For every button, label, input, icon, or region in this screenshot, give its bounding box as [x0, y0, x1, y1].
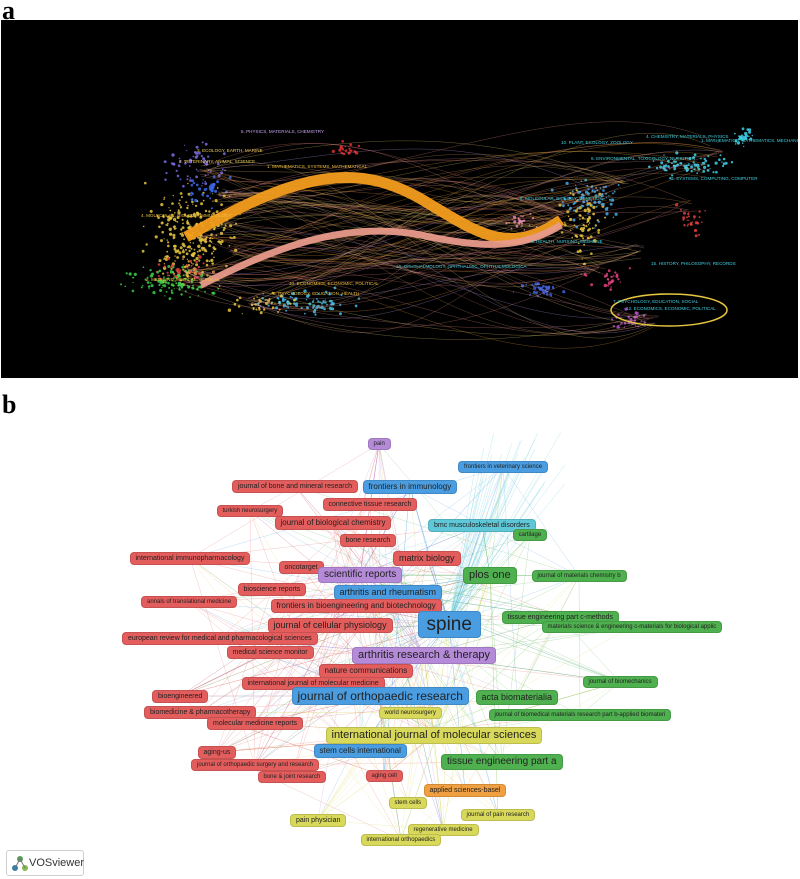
- scatter-points: [120, 127, 753, 329]
- journal-node[interactable]: international immunopharmacology: [129, 551, 251, 565]
- journal-node[interactable]: regenerative medicine: [407, 824, 479, 836]
- cited-label: 4. CHEMISTRY, MATERIALS, PHYSICS: [646, 134, 728, 139]
- journal-node[interactable]: frontiers in immunology: [362, 480, 458, 494]
- journal-node[interactable]: aging-us: [197, 745, 237, 759]
- cluster-highlight-ellipse: [610, 293, 728, 327]
- journal-node[interactable]: medical science monitor: [226, 645, 314, 659]
- journal-node[interactable]: international orthopaedics: [360, 834, 442, 846]
- main-citation-path-pink: [199, 222, 563, 289]
- citing-label: 6. PSYCHOLOGY, EDUCATION, HEALTH: [273, 291, 359, 296]
- journal-node[interactable]: annals of translational medicine: [141, 596, 238, 608]
- journal-node[interactable]: plos one: [463, 566, 517, 584]
- journal-node[interactable]: stem cells international: [313, 744, 407, 758]
- panel-b-letter: b: [2, 390, 17, 419]
- journal-node[interactable]: journal of biomedical materials research…: [488, 709, 672, 721]
- journal-node[interactable]: pain: [367, 438, 391, 450]
- cited-label: 3. SYSTEMS, COMPUTING, COMPUTER: [671, 176, 758, 181]
- journal-node[interactable]: tissue engineering part a: [441, 754, 563, 770]
- journal-node[interactable]: journal of pain research: [460, 809, 536, 821]
- journal-node[interactable]: world neurosurgery: [378, 707, 442, 719]
- cited-label: 12. ECONOMICS, ECONOMIC, POLITICAL: [626, 306, 716, 311]
- cited-label: 8. MOLECULAR, BIOLOGY, GENETICS: [520, 196, 602, 201]
- journal-node[interactable]: applied sciences-basel: [423, 783, 507, 797]
- vosviewer-label: VOSviewer: [29, 857, 85, 869]
- journal-node[interactable]: bioscience reports: [237, 582, 307, 596]
- dual-map-canvas: 5. PHYSICS, MATERIALS, CHEMISTRY 3. ECOLO…: [120, 121, 798, 349]
- journal-node[interactable]: spine: [417, 610, 481, 638]
- journal-node[interactable]: pain physician: [290, 813, 347, 827]
- journal-node[interactable]: connective tissue research: [322, 497, 418, 511]
- citing-label: 10. ECONOMICS, ECONOMIC, POLITICAL: [289, 281, 379, 286]
- journal-node[interactable]: international journal of molecular scien…: [325, 726, 543, 744]
- cited-label: 15. HISTORY, PHILOSOPHY, RECORDS: [651, 261, 736, 266]
- journal-node[interactable]: frontiers in bioengineering and biotechn…: [270, 599, 442, 613]
- journal-node[interactable]: journal of orthopaedic surgery and resea…: [191, 759, 320, 771]
- main-citation-path-orange: [183, 172, 565, 245]
- journal-node[interactable]: acta biomaterialia: [475, 689, 559, 705]
- journal-node[interactable]: scientific reports: [318, 567, 403, 583]
- journal-node[interactable]: cartilage: [512, 529, 548, 541]
- journal-node[interactable]: molecular medicine reports: [207, 716, 304, 730]
- cited-label: 10. PLANT, ECOLOGY, ZOOLOGY: [561, 140, 633, 145]
- journal-node[interactable]: aging cell: [365, 770, 403, 782]
- journal-node[interactable]: turkish neurosurgery: [216, 505, 284, 517]
- journal-node[interactable]: biomedicine & pharmacotherapy: [144, 705, 257, 719]
- citing-label: 4. MOLECULAR, BIOLOGY, IMMUNOLOGY: [141, 213, 232, 218]
- cited-label: 5. HEALTH, NURSING, MEDICINE: [531, 239, 603, 244]
- journal-node[interactable]: materials science & engineering c-materi…: [541, 621, 723, 633]
- journal-cocitation-network: pain frontiers in veterinary science journ…: [0, 425, 800, 879]
- citing-label: 1. MATHEMATICS, SYSTEMS, MATHEMATICAL: [267, 164, 368, 169]
- journal-node[interactable]: bone research: [339, 533, 397, 547]
- journal-node[interactable]: journal of orthopaedic research: [291, 687, 469, 705]
- panel-a-letter: a: [2, 0, 15, 25]
- journal-node[interactable]: journal of materials chemistry b: [531, 570, 627, 582]
- cited-label: 7. PSYCHOLOGY, EDUCATION, SOCIAL: [613, 299, 699, 304]
- journal-node[interactable]: arthritis and rheumatism: [333, 584, 443, 600]
- citing-label: 2. MEDICINE, MEDICAL, CLINICAL: [146, 277, 220, 282]
- citing-label: 5. PHYSICS, MATERIALS, CHEMISTRY: [241, 129, 324, 134]
- journal-node[interactable]: stem cells: [388, 797, 428, 809]
- journal-node[interactable]: bioengineered: [152, 689, 209, 703]
- journal-node[interactable]: bone & joint research: [257, 771, 327, 783]
- dual-map-overlay: 5. PHYSICS, MATERIALS, CHEMISTRY 3. ECOLO…: [1, 20, 798, 378]
- citing-label: 3. ECOLOGY, EARTH, MARINE: [197, 148, 263, 153]
- cited-label: 1. MATHEMATICS, MATHEMATICS, MECHANICS: [701, 138, 798, 143]
- journal-node[interactable]: frontiers in veterinary science: [458, 461, 549, 473]
- citing-label: 7. VETERINARY, ANIMAL, SCIENCE: [179, 159, 255, 164]
- journal-node[interactable]: arthritis research & therapy: [352, 646, 497, 664]
- journal-node[interactable]: journal of cellular physiology: [267, 617, 393, 633]
- vosviewer-logo: VOSviewer: [6, 850, 84, 876]
- vosviewer-icon: [12, 856, 28, 871]
- journal-node[interactable]: matrix biology: [393, 550, 461, 566]
- journal-node[interactable]: nature communications: [318, 664, 414, 678]
- journal-node[interactable]: journal of biological chemistry: [274, 516, 392, 530]
- cited-label: 6. ENVIRONMENTAL, TOXICOLOGY, NUTRITION: [591, 156, 695, 161]
- journal-node[interactable]: european review for medical and pharmaco…: [122, 631, 318, 645]
- journal-node[interactable]: oncotarget: [278, 560, 324, 574]
- journal-node[interactable]: bmc musculoskeletal disorders: [428, 518, 536, 532]
- cited-label: 16. OPHTHALMOLOGY, OPHTHALMIC, OPHTHALMO…: [396, 264, 528, 269]
- journal-node[interactable]: journal of bone and mineral research: [232, 479, 359, 493]
- journal-node[interactable]: journal of biomechanics: [582, 676, 658, 688]
